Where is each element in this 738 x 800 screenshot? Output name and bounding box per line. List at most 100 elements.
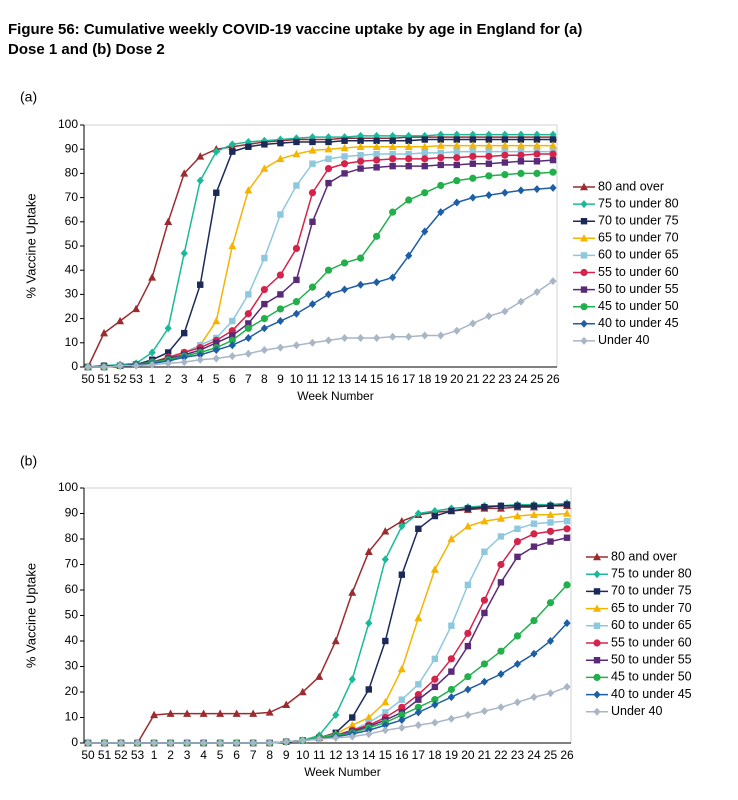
marker (277, 139, 284, 147)
marker (468, 141, 477, 149)
x-tick-label: 51 (97, 372, 111, 386)
legend-label: Under 40 (598, 333, 649, 347)
marker (580, 319, 588, 328)
marker (389, 273, 397, 282)
marker (180, 353, 188, 362)
marker (469, 319, 477, 328)
marker (148, 360, 156, 369)
marker (293, 276, 300, 284)
marker (365, 730, 373, 739)
marker (181, 329, 188, 337)
marker (260, 285, 268, 294)
marker (485, 160, 493, 167)
marker (245, 143, 252, 150)
legend-label: 60 to under 65 (598, 248, 679, 262)
marker (405, 196, 413, 204)
marker (244, 333, 252, 342)
marker (164, 359, 172, 368)
x-tick-label: 4 (200, 748, 207, 762)
x-tick-label: 8 (266, 748, 273, 762)
legend-label: 40 to under 45 (598, 316, 679, 330)
marker (245, 320, 252, 327)
marker (381, 721, 389, 730)
marker (549, 156, 557, 164)
marker (388, 142, 397, 150)
x-tick-label: 3 (184, 748, 191, 762)
marker (593, 690, 601, 699)
marker (496, 514, 505, 522)
marker (372, 142, 381, 150)
marker (389, 137, 396, 144)
marker (324, 266, 333, 274)
x-axis-label: Week Number (304, 765, 380, 779)
marker (580, 336, 588, 345)
marker (421, 162, 428, 170)
marker (481, 609, 488, 617)
x-tick-label: 50 (81, 372, 95, 386)
marker (364, 713, 373, 721)
marker (132, 361, 140, 370)
marker (308, 338, 317, 347)
marker (497, 670, 505, 679)
marker (324, 145, 333, 153)
x-tick-label: 7 (250, 748, 257, 762)
marker (464, 505, 472, 512)
y-axis-label: % Vaccine Uptake (23, 193, 38, 298)
marker (593, 588, 601, 595)
marker (398, 696, 406, 703)
marker (453, 148, 460, 155)
marker (340, 333, 349, 342)
marker (348, 732, 356, 741)
marker (513, 659, 522, 668)
marker (437, 181, 445, 190)
marker (365, 686, 372, 693)
x-tick-label: 23 (511, 748, 525, 762)
marker (166, 739, 175, 747)
marker (517, 158, 525, 165)
marker (448, 622, 455, 629)
x-tick-label: 1 (149, 372, 156, 386)
marker (546, 689, 555, 698)
marker (593, 673, 601, 682)
marker (497, 502, 505, 510)
marker (481, 503, 488, 511)
y-tick-label: 60 (65, 214, 79, 228)
marker (232, 709, 241, 717)
marker (309, 138, 316, 146)
marker (373, 156, 381, 164)
marker (405, 137, 412, 144)
marker (514, 553, 521, 561)
x-tick-label: 8 (261, 372, 268, 386)
marker (397, 664, 406, 673)
marker (516, 141, 525, 149)
marker (448, 668, 455, 675)
x-tick-label: 14 (362, 748, 376, 762)
marker (331, 636, 340, 645)
marker (437, 331, 445, 340)
marker (245, 291, 252, 298)
x-tick-label: 20 (450, 372, 464, 386)
marker (421, 227, 429, 236)
marker (84, 363, 92, 371)
x-tick-label: 5 (213, 372, 220, 386)
x-tick-label: 22 (494, 748, 508, 762)
marker (501, 307, 509, 316)
marker (276, 305, 285, 313)
marker (563, 525, 571, 533)
marker (340, 285, 349, 294)
marker (469, 148, 477, 155)
marker (277, 211, 284, 218)
marker (530, 693, 538, 702)
marker (308, 283, 317, 291)
x-tick-label: 19 (445, 748, 459, 762)
marker (212, 354, 220, 363)
marker (282, 700, 291, 708)
marker (530, 502, 538, 510)
marker (549, 277, 557, 286)
y-tick-label: 20 (65, 311, 79, 325)
panel-label: (a) (20, 89, 37, 105)
marker (166, 709, 175, 717)
marker (547, 538, 554, 545)
marker (563, 619, 571, 628)
